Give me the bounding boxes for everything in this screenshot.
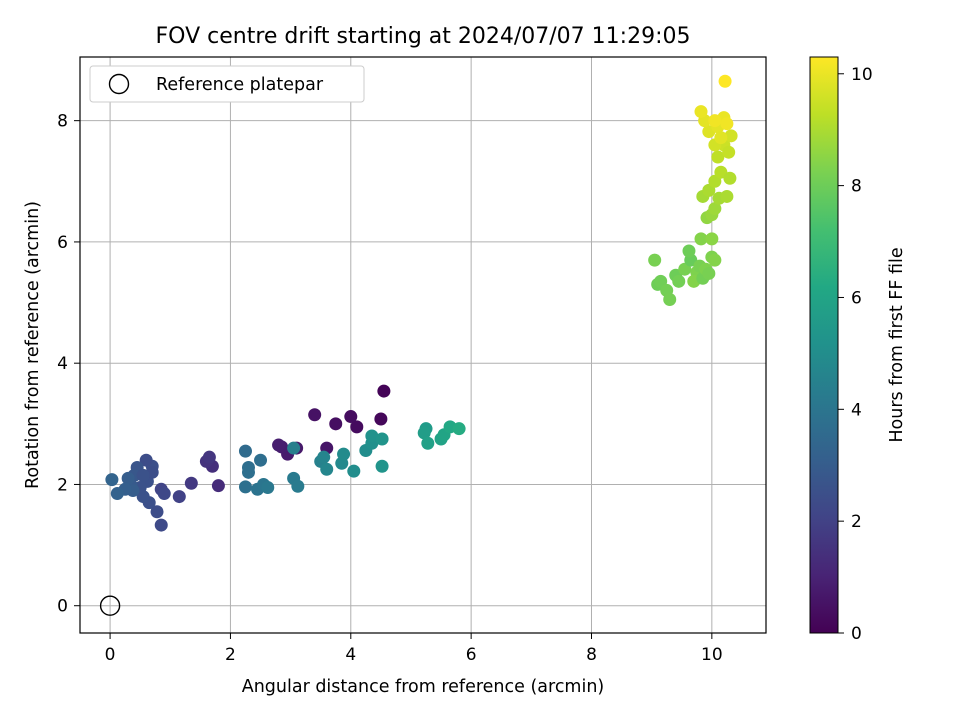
scatter-point bbox=[452, 422, 466, 436]
y-tick-label: 0 bbox=[57, 597, 68, 617]
y-tick-label: 4 bbox=[57, 354, 68, 374]
scatter-point bbox=[317, 450, 331, 464]
x-tick-label: 2 bbox=[225, 645, 236, 665]
scatter-point bbox=[722, 145, 736, 159]
y-tick-label: 8 bbox=[57, 112, 68, 132]
scatter-point bbox=[421, 436, 435, 450]
y-tick-label: 6 bbox=[57, 233, 68, 253]
colorbar-tick-label: 4 bbox=[851, 400, 862, 420]
colorbar-tick-label: 10 bbox=[851, 65, 873, 85]
scatter-point bbox=[708, 253, 722, 267]
scatter-point bbox=[417, 426, 431, 440]
scatter-point bbox=[157, 487, 171, 501]
scatter-point bbox=[708, 202, 722, 216]
scatter-point bbox=[705, 232, 719, 246]
chart-title: FOV centre drift starting at 2024/07/07 … bbox=[156, 24, 691, 49]
scatter-point bbox=[121, 471, 135, 485]
scatter-point bbox=[241, 465, 255, 479]
scatter-point bbox=[718, 74, 732, 88]
legend: Reference platepar bbox=[89, 65, 365, 103]
scatter-point bbox=[150, 505, 164, 519]
scatter-point bbox=[711, 150, 725, 164]
scatter-point bbox=[682, 244, 696, 258]
scatter-point bbox=[375, 432, 389, 446]
scatter-point bbox=[287, 441, 301, 455]
scatter-point bbox=[694, 105, 708, 119]
scatter-point bbox=[663, 293, 677, 307]
x-tick-label: 0 bbox=[105, 645, 116, 665]
scatter-point bbox=[172, 490, 186, 504]
scatter-point bbox=[272, 438, 286, 452]
scatter-point bbox=[708, 114, 722, 128]
scatter-point bbox=[238, 444, 252, 458]
scatter-point bbox=[105, 473, 119, 487]
y-tick-label: 2 bbox=[57, 475, 68, 495]
scatter-point bbox=[139, 453, 153, 467]
scatter-point bbox=[184, 476, 198, 490]
scatter-point bbox=[291, 479, 305, 493]
scatter-point bbox=[154, 518, 168, 532]
scatter-point bbox=[136, 468, 150, 482]
colorbar-tick-label: 6 bbox=[851, 288, 862, 308]
colorbar bbox=[809, 56, 839, 634]
scatter-point bbox=[344, 410, 358, 424]
scatter-point bbox=[724, 129, 738, 143]
x-tick-label: 8 bbox=[586, 645, 597, 665]
x-tick-label: 6 bbox=[466, 645, 477, 665]
colorbar-tick-label: 0 bbox=[851, 624, 862, 644]
legend-label-reference-platepar: Reference platepar bbox=[156, 75, 324, 95]
scatter-point bbox=[350, 420, 364, 434]
scatter-point bbox=[347, 464, 361, 478]
scatter-point bbox=[723, 171, 737, 185]
scatter-point bbox=[720, 117, 734, 131]
scatter-point bbox=[238, 480, 252, 494]
y-axis-label: Rotation from reference (arcmin) bbox=[23, 201, 43, 489]
colorbar-tick-label: 2 bbox=[851, 512, 862, 532]
scatter-point bbox=[261, 480, 275, 494]
x-tick-label: 4 bbox=[345, 645, 356, 665]
scatter-point bbox=[202, 450, 216, 464]
scatter-point bbox=[374, 412, 388, 426]
plot-area-frame bbox=[79, 56, 767, 634]
colorbar-label: Hours from first FF file bbox=[887, 247, 907, 442]
scatter-point bbox=[110, 487, 124, 501]
reference-platepar-marker bbox=[99, 595, 121, 616]
scatter-point bbox=[211, 479, 225, 493]
scatter-point bbox=[254, 453, 268, 467]
scatter-point bbox=[672, 274, 686, 288]
scatter-point bbox=[320, 462, 334, 476]
scatter-point bbox=[365, 429, 379, 443]
scatter-point bbox=[337, 447, 351, 461]
colorbar-tick-label: 8 bbox=[851, 177, 862, 197]
legend-box bbox=[89, 65, 365, 103]
scatter-point bbox=[702, 266, 716, 280]
x-axis-label: Angular distance from reference (arcmin) bbox=[242, 677, 605, 697]
scatter-point bbox=[714, 131, 728, 145]
scatter-point bbox=[329, 417, 343, 431]
scatter-point bbox=[648, 253, 662, 267]
scatter-point bbox=[720, 189, 734, 203]
legend-open-circle-marker bbox=[108, 73, 130, 95]
scatter-point bbox=[375, 459, 389, 473]
scatter-point bbox=[694, 232, 708, 246]
scatter-point bbox=[308, 408, 322, 422]
scatter-point bbox=[377, 384, 391, 398]
x-tick-label: 10 bbox=[701, 645, 723, 665]
